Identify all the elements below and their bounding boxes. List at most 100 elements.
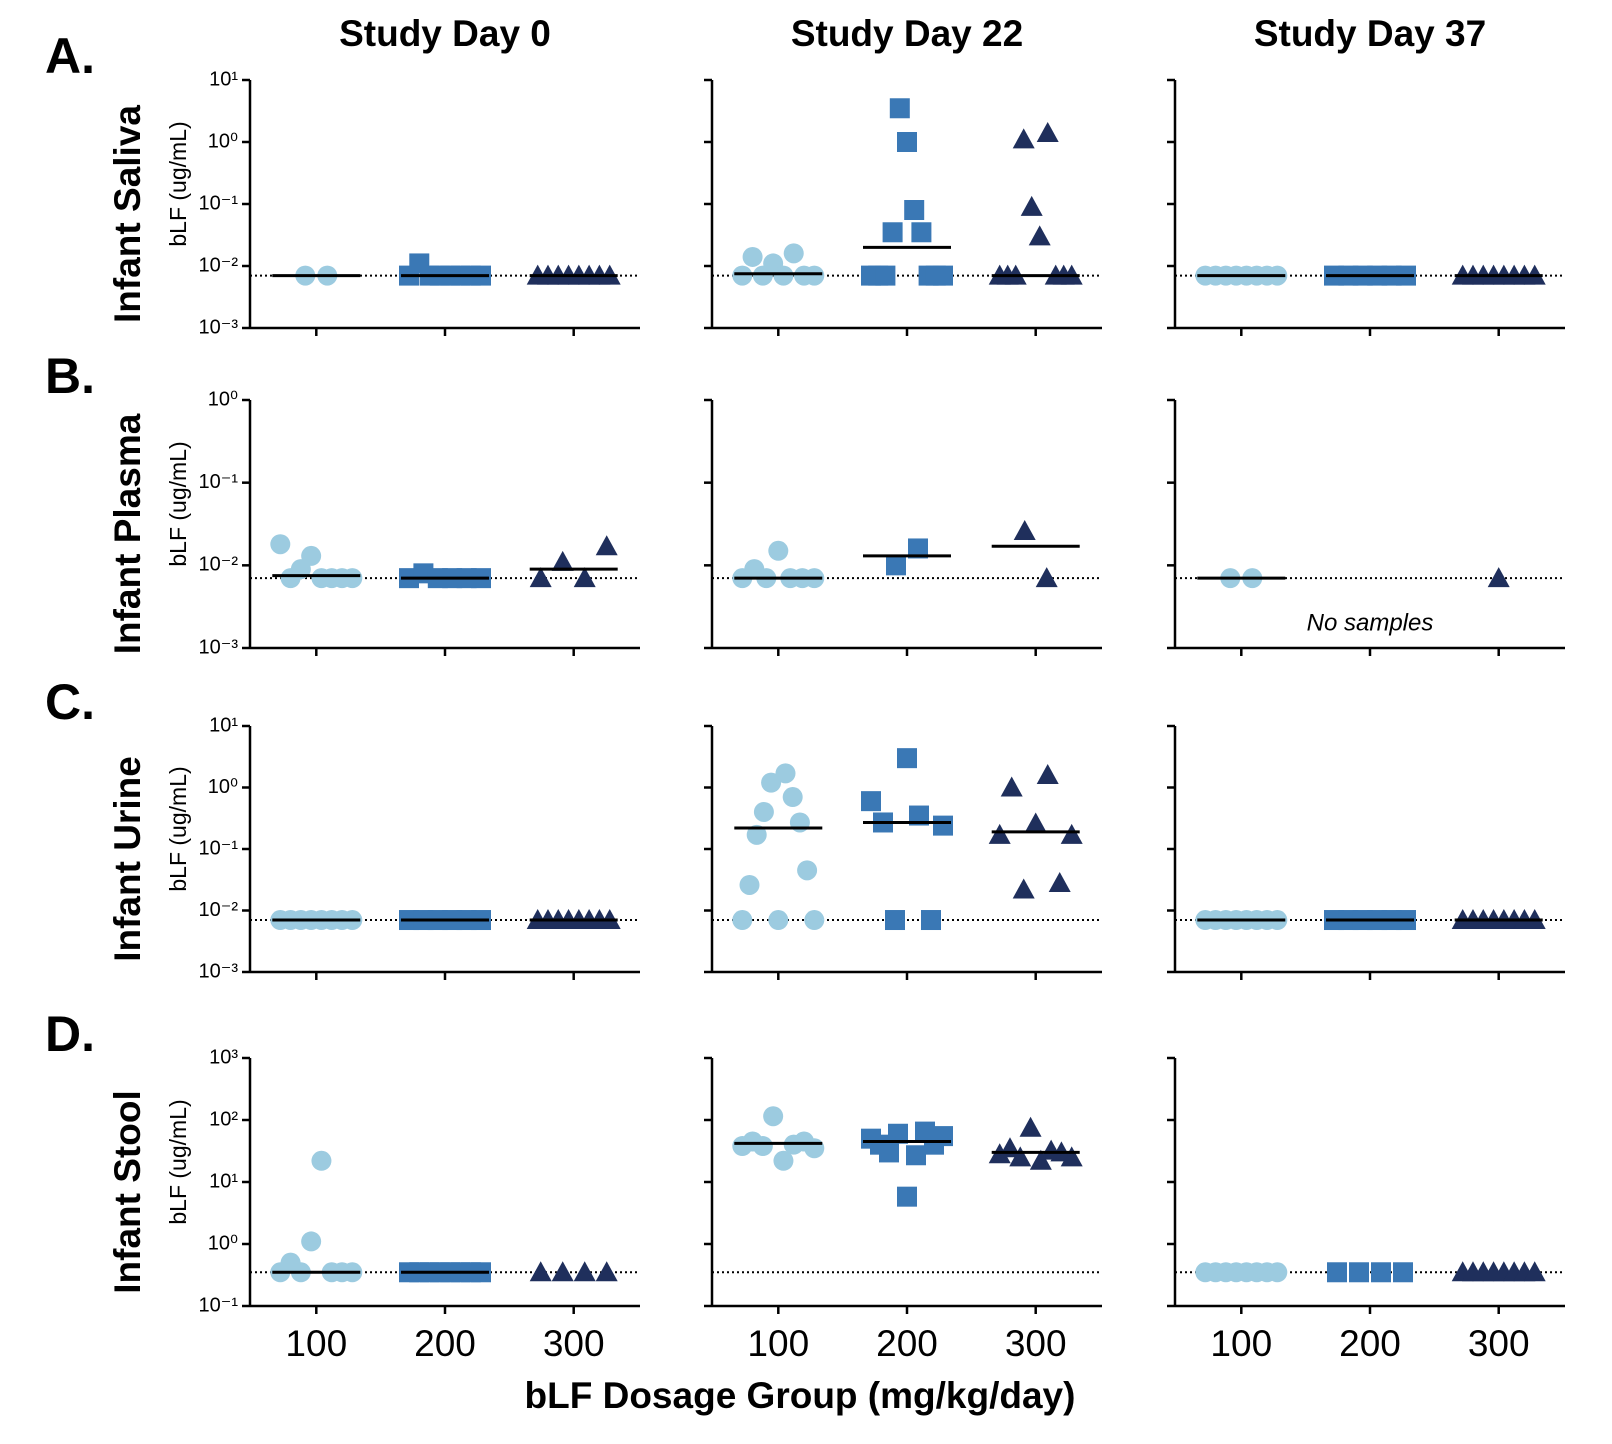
- point: [739, 874, 760, 895]
- point: [1523, 1261, 1546, 1282]
- point: [1012, 128, 1035, 149]
- annotation: No samples: [1307, 609, 1434, 636]
- point: [909, 805, 929, 826]
- point: [908, 538, 928, 559]
- point: [1019, 1116, 1042, 1137]
- point: [742, 246, 763, 267]
- row-label: Infant Stool: [107, 1090, 148, 1293]
- y-tick-label: 10²: [209, 1108, 238, 1130]
- point: [1393, 1262, 1413, 1283]
- row-letter: A.: [45, 28, 95, 84]
- y-tick-label: 10⁰: [208, 1232, 238, 1254]
- x-tick-label: 300: [543, 1323, 605, 1364]
- y-tick-label: 10³: [209, 1046, 238, 1068]
- point: [768, 910, 789, 931]
- point: [761, 772, 782, 793]
- point: [732, 265, 753, 286]
- y-tick-label: 10⁻¹: [199, 471, 239, 493]
- y-axis-label: bLF (ug/mL): [165, 121, 191, 246]
- point: [752, 1136, 773, 1157]
- y-tick-label: 10⁻²: [199, 554, 239, 576]
- point: [988, 823, 1011, 844]
- point: [732, 910, 753, 931]
- point: [804, 265, 825, 286]
- point: [551, 550, 574, 571]
- y-tick-label: 10⁻²: [199, 254, 239, 276]
- y-tick-label: 10⁻³: [199, 960, 239, 982]
- y-tick-label: 10⁰: [208, 776, 238, 798]
- point: [1029, 1149, 1052, 1170]
- point: [782, 787, 803, 808]
- y-tick-label: 10⁰: [208, 388, 238, 410]
- point: [804, 910, 825, 931]
- point: [595, 535, 618, 556]
- point: [911, 222, 932, 243]
- point: [270, 534, 291, 555]
- x-tick-label: 300: [1005, 1323, 1067, 1364]
- row-label: Infant Saliva: [107, 105, 148, 323]
- point: [763, 1106, 784, 1127]
- point: [888, 1123, 908, 1144]
- point: [1327, 1262, 1347, 1283]
- y-tick-label: 10⁻¹: [199, 192, 239, 214]
- point: [1048, 871, 1071, 892]
- point: [342, 568, 363, 589]
- x-tick-label: 300: [1468, 1323, 1530, 1364]
- point: [1060, 823, 1083, 844]
- point: [773, 1150, 794, 1171]
- point: [1060, 1146, 1083, 1167]
- row-letter: B.: [45, 348, 95, 404]
- point: [897, 132, 917, 152]
- row-letter: C.: [45, 674, 95, 730]
- point: [773, 265, 794, 286]
- point: [783, 243, 804, 264]
- point: [1009, 1146, 1032, 1167]
- point: [897, 1186, 917, 1207]
- point: [933, 265, 953, 286]
- point: [886, 555, 906, 576]
- point: [897, 748, 917, 769]
- point: [311, 1150, 332, 1171]
- point: [753, 801, 774, 822]
- point: [573, 1261, 596, 1282]
- point: [904, 200, 925, 221]
- y-axis-label: bLF (ug/mL): [165, 766, 191, 891]
- point: [921, 910, 941, 931]
- y-tick-label: 10⁻²: [199, 899, 239, 921]
- point: [889, 98, 910, 119]
- point: [1028, 225, 1051, 246]
- x-tick-label: 200: [876, 1323, 938, 1364]
- point: [1035, 567, 1058, 588]
- column-title: Study Day 22: [791, 13, 1023, 54]
- point: [551, 1261, 574, 1282]
- point: [1036, 763, 1059, 784]
- point: [595, 1261, 618, 1282]
- column-title: Study Day 0: [339, 13, 551, 54]
- x-tick-label: 100: [747, 1323, 809, 1364]
- x-tick-label: 100: [285, 1323, 347, 1364]
- point: [1487, 567, 1510, 588]
- x-axis-title: bLF Dosage Group (mg/kg/day): [525, 1375, 1076, 1416]
- point: [1012, 878, 1035, 899]
- point: [875, 265, 896, 286]
- point: [933, 815, 953, 836]
- point: [768, 540, 789, 561]
- point: [804, 1138, 825, 1159]
- y-tick-label: 10¹: [209, 68, 238, 90]
- point: [1013, 520, 1036, 541]
- point: [1036, 121, 1059, 142]
- point: [301, 1231, 322, 1252]
- point: [301, 545, 322, 566]
- point: [529, 567, 552, 588]
- point: [861, 791, 881, 812]
- point: [1024, 812, 1047, 833]
- y-tick-label: 10⁰: [208, 130, 238, 152]
- point: [789, 812, 810, 833]
- y-tick-label: 10⁻¹: [199, 1294, 239, 1316]
- row-letter: D.: [45, 1006, 95, 1062]
- column-title: Study Day 37: [1254, 13, 1486, 54]
- point: [1267, 1262, 1288, 1283]
- point: [797, 860, 818, 881]
- point: [529, 1261, 552, 1282]
